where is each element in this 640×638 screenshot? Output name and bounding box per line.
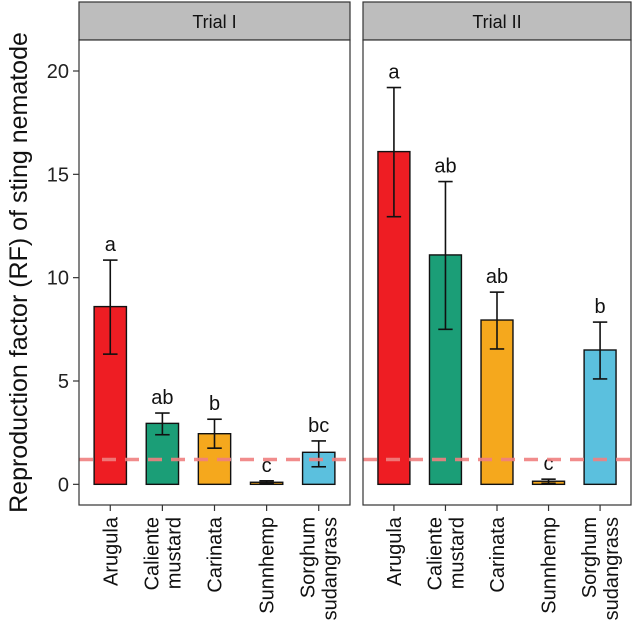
y-tick-label: 15: [47, 164, 69, 186]
significance-label: b: [209, 393, 220, 415]
x-tick-label-line: mustard: [163, 517, 185, 589]
x-tick-label-line: Caliente: [424, 517, 446, 590]
x-tick-label-line: Arugula: [384, 516, 406, 586]
significance-label: a: [388, 62, 400, 84]
x-tick-label: Calientemustard: [141, 517, 185, 590]
significance-label: b: [595, 296, 606, 318]
significance-label: ab: [486, 266, 508, 288]
y-axis-title: Reproduction factor (RF) of sting nemato…: [5, 32, 33, 513]
significance-label: a: [105, 234, 117, 256]
x-tick-label-line: Sorghum: [579, 517, 601, 598]
x-tick-label: Arugula: [384, 516, 406, 586]
panel-border: [78, 39, 351, 506]
x-tick-label-line: sudangrass: [320, 517, 342, 620]
y-axis-title-group: Reproduction factor (RF) of sting nemato…: [5, 32, 33, 513]
x-tick-label-line: sudangrass: [601, 517, 623, 620]
x-tick-label: Sunnhemp: [539, 517, 561, 614]
x-tick-label-line: Sorghum: [298, 517, 320, 598]
x-tick-label: Sorghumsudangrass: [298, 517, 342, 620]
x-tick-label: Carinata: [205, 516, 227, 592]
significance-label: c: [544, 453, 554, 475]
y-tick-label: 20: [47, 61, 69, 83]
x-tick-label-line: Arugula: [100, 516, 122, 586]
facet-strip-title: Trial I: [192, 12, 236, 32]
y-axis: 0 5 10 15 20: [47, 61, 79, 496]
x-tick-label: Sunnhemp: [257, 517, 279, 614]
x-tick-label-line: Carinata: [487, 516, 509, 592]
facet-strip-title: Trial II: [472, 12, 521, 32]
y-tick-label: 0: [58, 474, 69, 496]
x-tick-label: Arugula: [100, 516, 122, 586]
x-tick-label-line: Caliente: [141, 517, 163, 590]
significance-label: c: [262, 455, 272, 477]
facet-strip: [78, 1, 351, 41]
x-tick-label-line: Sunnhemp: [539, 517, 561, 614]
x-tick-label-line: Sunnhemp: [257, 517, 279, 614]
facet-panel-2: Trial II a Arugula ab Calientemustard ab Carin…: [362, 1, 632, 620]
facet-panels: Trial IaArugulaabCalientemustardbCarinat…: [78, 1, 632, 620]
x-tick-label: Carinata: [487, 516, 509, 592]
y-tick-label: 5: [58, 371, 69, 393]
significance-label: ab: [151, 387, 173, 409]
y-tick-label: 10: [47, 268, 69, 290]
x-tick-label: Calientemustard: [424, 517, 468, 590]
x-tick-label-line: mustard: [446, 517, 468, 589]
panel-border: [362, 39, 632, 506]
x-tick-label-line: Carinata: [205, 516, 227, 592]
facet-panel-1: Trial I a Arugula ab Calientemustard b Carinat…: [78, 1, 351, 620]
facet-strip: [362, 1, 632, 41]
x-tick-label: Sorghumsudangrass: [579, 517, 623, 620]
significance-label: bc: [308, 415, 329, 437]
significance-label: ab: [434, 156, 456, 178]
